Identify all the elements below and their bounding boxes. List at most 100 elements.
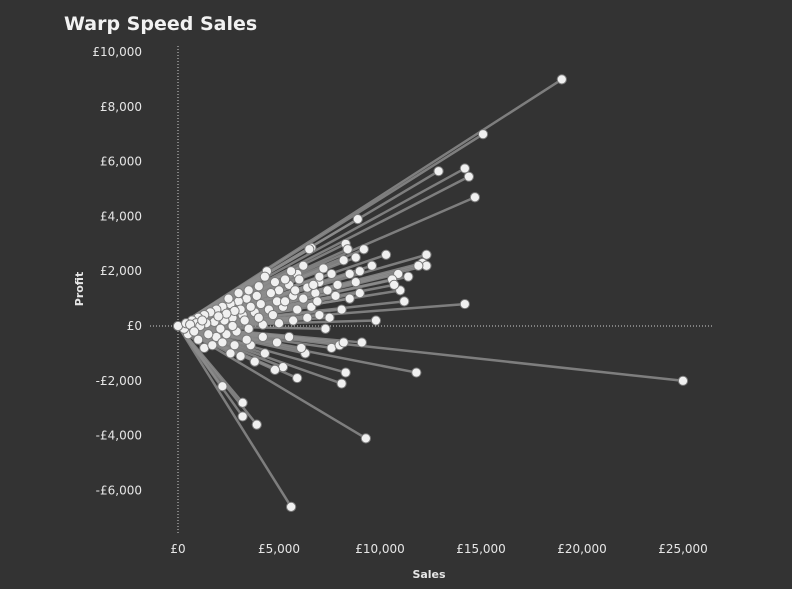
data-point[interactable] xyxy=(249,356,260,367)
data-point[interactable] xyxy=(271,337,283,348)
data-point[interactable] xyxy=(193,334,204,345)
data-point[interactable] xyxy=(360,433,371,444)
data-point[interactable] xyxy=(255,298,266,310)
data-point[interactable] xyxy=(298,260,309,271)
data-point[interactable] xyxy=(469,192,481,203)
x-tick-label: £20,000 xyxy=(557,542,607,556)
data-point[interactable] xyxy=(318,263,329,274)
data-point[interactable] xyxy=(411,367,422,378)
data-point[interactable] xyxy=(243,285,254,296)
data-point[interactable] xyxy=(326,268,337,280)
data-point[interactable] xyxy=(233,288,244,299)
data-point[interactable] xyxy=(259,271,270,282)
data-point[interactable] xyxy=(237,411,248,422)
data-point[interactable] xyxy=(312,296,323,307)
x-tick-label: £0 xyxy=(170,542,185,556)
data-point[interactable] xyxy=(338,337,349,348)
data-point[interactable] xyxy=(322,285,333,296)
data-point[interactable] xyxy=(225,348,236,359)
data-point[interactable] xyxy=(459,163,470,174)
data-point[interactable] xyxy=(399,296,410,307)
data-point[interactable] xyxy=(330,290,341,301)
data-point[interactable] xyxy=(354,288,365,299)
data-point[interactable] xyxy=(354,266,365,277)
data-point[interactable] xyxy=(279,296,291,307)
data-point[interactable] xyxy=(344,293,355,304)
data-point[interactable] xyxy=(308,279,319,290)
data-point[interactable] xyxy=(314,309,325,321)
data-point[interactable] xyxy=(366,260,378,271)
data-point[interactable] xyxy=(342,244,353,255)
data-point[interactable] xyxy=(223,293,234,304)
data-point[interactable] xyxy=(350,252,361,263)
data-point[interactable] xyxy=(433,166,444,177)
data-point[interactable] xyxy=(189,326,200,337)
data-point[interactable] xyxy=(292,372,303,384)
data-point[interactable] xyxy=(257,331,268,343)
data-point[interactable] xyxy=(356,337,367,348)
data-point[interactable] xyxy=(389,279,400,290)
data-point[interactable] xyxy=(251,419,262,430)
data-point[interactable] xyxy=(273,318,285,329)
data-point[interactable] xyxy=(413,260,424,271)
data-point[interactable] xyxy=(286,266,297,277)
data-point[interactable] xyxy=(235,351,246,362)
data-point[interactable] xyxy=(324,312,335,323)
data-point[interactable] xyxy=(677,375,689,386)
data-point[interactable] xyxy=(352,214,363,225)
data-point[interactable] xyxy=(253,312,264,323)
data-point[interactable] xyxy=(251,290,262,301)
data-point[interactable] xyxy=(302,312,313,323)
data-point[interactable] xyxy=(267,309,279,321)
data-point[interactable] xyxy=(350,277,361,288)
data-point[interactable] xyxy=(421,249,432,260)
data-point[interactable] xyxy=(269,364,281,375)
y-axis-label: Profit xyxy=(73,272,86,306)
data-point[interactable] xyxy=(336,378,347,389)
data-point[interactable] xyxy=(203,329,214,340)
data-point[interactable] xyxy=(292,304,303,315)
data-point[interactable] xyxy=(336,304,347,315)
data-point[interactable] xyxy=(229,340,240,351)
data-point[interactable] xyxy=(370,315,382,326)
data-point[interactable] xyxy=(259,348,270,359)
data-point[interactable] xyxy=(340,367,351,378)
data-point[interactable] xyxy=(463,171,474,182)
data-point[interactable] xyxy=(239,315,250,326)
data-point[interactable] xyxy=(288,315,299,326)
data-point[interactable] xyxy=(217,381,228,392)
data-point[interactable] xyxy=(380,249,392,260)
data-point[interactable] xyxy=(332,279,343,290)
data-point[interactable] xyxy=(344,268,355,280)
data-point[interactable] xyxy=(294,274,305,285)
data-point[interactable] xyxy=(310,288,321,299)
data-point[interactable] xyxy=(241,334,252,345)
data-point[interactable] xyxy=(459,298,470,310)
data-point[interactable] xyxy=(213,311,224,322)
data-point[interactable] xyxy=(197,315,208,326)
data-point[interactable] xyxy=(296,342,307,354)
data-point[interactable] xyxy=(298,293,309,304)
data-point[interactable] xyxy=(215,323,226,334)
data-point[interactable] xyxy=(290,285,301,296)
data-point[interactable] xyxy=(320,323,331,334)
data-point[interactable] xyxy=(358,244,369,255)
data-point[interactable] xyxy=(556,74,567,85)
data-point[interactable] xyxy=(237,397,248,408)
data-point[interactable] xyxy=(245,301,256,312)
data-point[interactable] xyxy=(207,340,218,351)
data-point[interactable] xyxy=(304,244,315,255)
data-point[interactable] xyxy=(477,129,489,140)
data-point[interactable] xyxy=(217,337,228,348)
data-point[interactable] xyxy=(227,320,238,332)
data-point[interactable] xyxy=(338,255,349,266)
data-point[interactable] xyxy=(243,323,254,334)
data-point[interactable] xyxy=(265,288,277,299)
data-point[interactable] xyxy=(314,271,325,282)
data-point[interactable] xyxy=(279,274,291,285)
data-point[interactable] xyxy=(284,331,295,343)
data-point[interactable] xyxy=(403,271,414,282)
data-point[interactable] xyxy=(286,501,297,512)
data-point[interactable] xyxy=(253,281,264,292)
data-point[interactable] xyxy=(269,277,281,288)
